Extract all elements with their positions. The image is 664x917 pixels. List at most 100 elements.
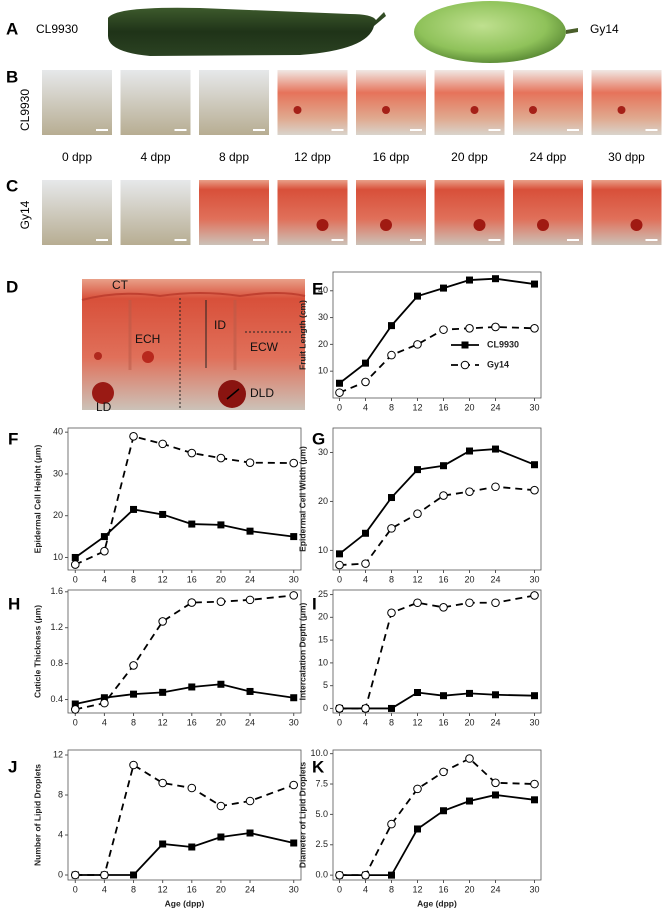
marker xyxy=(217,521,225,529)
lipid-droplet xyxy=(473,219,486,231)
marker xyxy=(465,487,474,496)
x-tick-label: 0 xyxy=(337,574,342,584)
x-tick-label: 12 xyxy=(158,884,168,894)
x-tick-label: 16 xyxy=(438,402,448,412)
legend-label: Gy14 xyxy=(487,359,509,369)
marker xyxy=(361,870,370,880)
x-tick-label: 20 xyxy=(464,402,474,412)
y-tick-label: 20 xyxy=(318,496,328,506)
panel-letter: E xyxy=(312,279,323,298)
marker xyxy=(414,466,421,474)
panel-letter: B xyxy=(6,67,18,86)
marker xyxy=(188,520,196,528)
marker xyxy=(531,692,538,700)
y-tick-label: 1.2 xyxy=(50,622,63,632)
x-tick-label: 8 xyxy=(389,402,394,412)
photo-label: Gy14 xyxy=(590,22,619,36)
y-tick-label: 0.8 xyxy=(50,658,63,668)
lipid-droplet xyxy=(529,106,537,114)
marker xyxy=(217,680,225,688)
marker xyxy=(187,448,197,458)
marker xyxy=(465,598,474,608)
row-label: Gy14 xyxy=(18,200,32,229)
marker xyxy=(290,533,298,541)
marker xyxy=(362,359,369,367)
marker xyxy=(336,550,343,558)
y-axis-label: Intercalation Depth (μm) xyxy=(297,602,307,700)
marker xyxy=(387,350,396,360)
x-tick-label: 20 xyxy=(464,884,474,894)
y-axis-label: Epidermal Cell Height (μm) xyxy=(32,445,42,554)
x-tick-label: 12 xyxy=(412,884,422,894)
y-tick-label: 10 xyxy=(318,545,328,555)
marker xyxy=(246,687,254,695)
marker xyxy=(388,871,395,879)
y-axis-label: Diameter of Lipid Droplets xyxy=(297,762,307,869)
age-label: 16 dpp xyxy=(373,150,410,164)
lipid-droplet xyxy=(94,352,102,360)
x-tick-label: 20 xyxy=(464,574,474,584)
marker xyxy=(216,597,226,606)
series-line xyxy=(339,594,535,710)
x-tick-label: 24 xyxy=(245,574,255,584)
marker xyxy=(440,462,447,470)
x-axis-label: Age (dpp) xyxy=(165,898,205,908)
legend-label: CL9930 xyxy=(487,339,519,349)
micrograph xyxy=(42,180,112,245)
series-line xyxy=(338,277,535,384)
micrograph xyxy=(591,180,662,245)
y-tick-label: 20 xyxy=(318,339,328,349)
lipid-droplet xyxy=(92,382,114,404)
y-tick-label: 40 xyxy=(318,285,328,295)
x-tick-label: 20 xyxy=(464,717,474,727)
x-tick-label: 30 xyxy=(529,717,539,727)
marker xyxy=(216,801,226,811)
marker xyxy=(100,698,109,708)
lipid-droplet xyxy=(316,219,329,231)
cucumber-photo xyxy=(108,7,386,56)
x-tick-label: 30 xyxy=(529,402,539,412)
y-tick-label: 20 xyxy=(53,510,63,520)
y-tick-label: 8 xyxy=(58,789,63,799)
marker xyxy=(187,598,197,607)
series-line xyxy=(75,594,294,711)
cuticle-edge xyxy=(81,292,306,301)
y-tick-label: 20 xyxy=(318,612,328,622)
chart: K 0.0 2.5 5.0 7.5 10.0 0 4 8 12 16 20 24 30 Diameter o… xyxy=(297,748,542,908)
y-tick-label: 0.4 xyxy=(50,694,63,704)
cucumber-photo xyxy=(414,1,566,63)
lipid-droplet xyxy=(382,106,390,114)
marker xyxy=(188,843,196,851)
marker xyxy=(336,379,343,387)
x-tick-label: 0 xyxy=(73,574,78,584)
marker xyxy=(70,870,80,880)
plot-frame xyxy=(332,427,542,571)
marker xyxy=(492,791,499,799)
y-tick-label: 4 xyxy=(58,829,63,839)
panel-letter: K xyxy=(312,757,325,776)
series-line xyxy=(339,757,535,877)
marker xyxy=(217,833,225,841)
micrograph xyxy=(356,70,426,135)
annotation: ECH xyxy=(135,332,160,346)
marker xyxy=(129,661,138,670)
lipid-droplet xyxy=(630,219,643,231)
chart: E 10 20 30 40 0 4 8 12 16 20 24 30 Fruit Length (cm) C… xyxy=(297,271,542,412)
marker xyxy=(100,694,108,702)
x-tick-label: 4 xyxy=(363,402,368,412)
marker xyxy=(413,509,422,518)
panel-letter: D xyxy=(6,277,18,296)
marker xyxy=(531,280,538,288)
marker xyxy=(531,461,538,469)
marker xyxy=(100,870,109,880)
marker xyxy=(129,432,138,441)
micrograph xyxy=(513,180,583,245)
x-tick-label: 24 xyxy=(490,402,500,412)
annotation: ECW xyxy=(250,340,279,354)
y-axis-label: Fruit Length (cm) xyxy=(297,300,307,370)
x-tick-label: 8 xyxy=(131,717,136,727)
x-tick-label: 16 xyxy=(187,884,197,894)
marker xyxy=(335,870,344,880)
plot-frame xyxy=(67,749,302,881)
